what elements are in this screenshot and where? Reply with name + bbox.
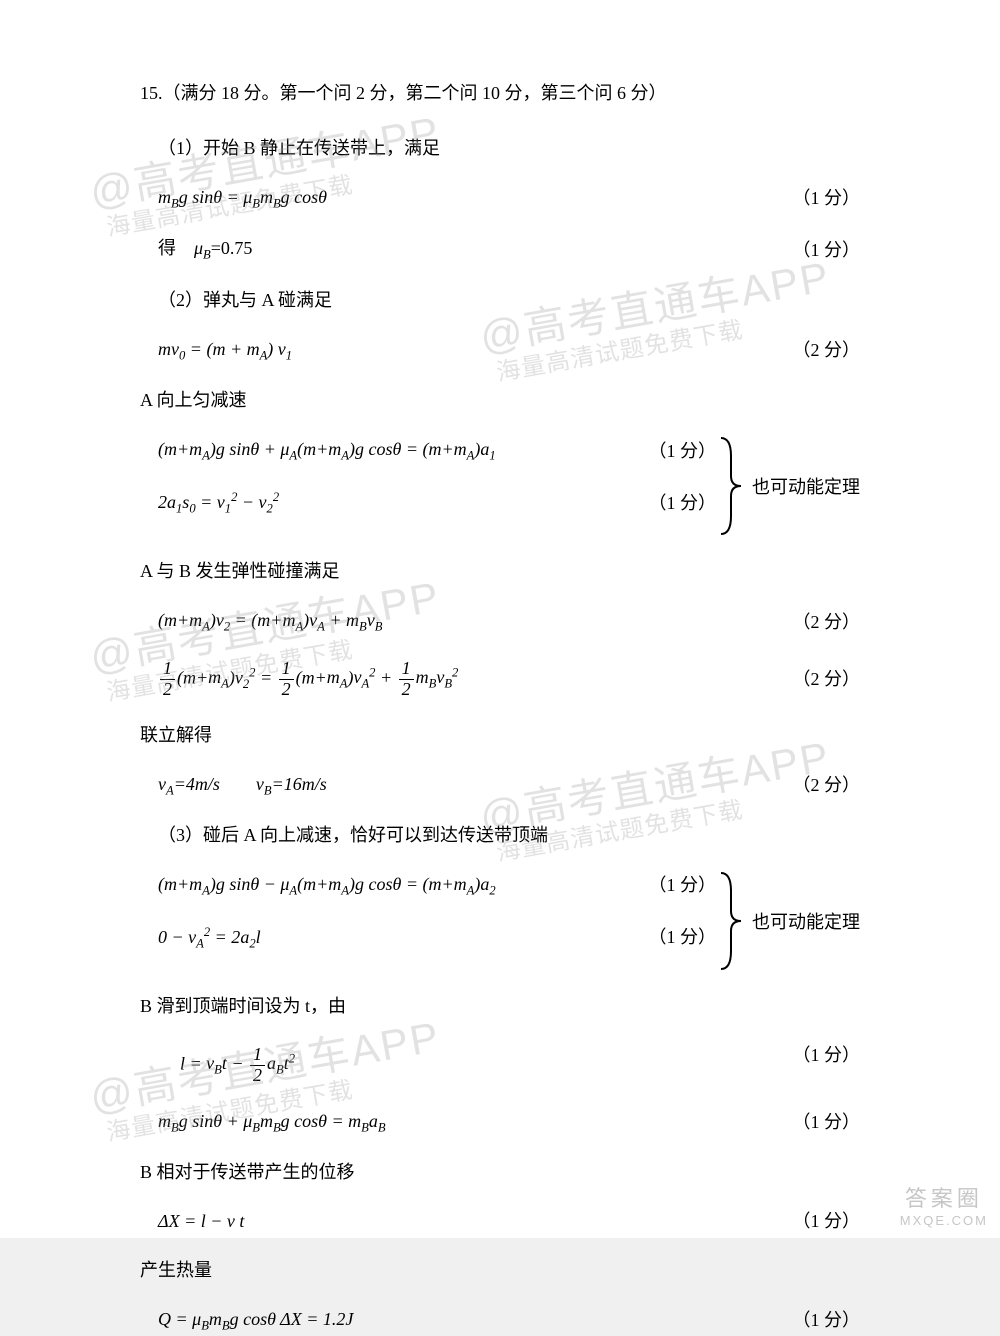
p2-text3: 联立解得 (140, 722, 860, 749)
p3-eq4: mBg sinθ + μBmBg cosθ = mBaB （1 分） (140, 1108, 860, 1137)
score: （1 分） (753, 237, 861, 264)
p3-eq5: ΔX = l − v t （1 分） (140, 1208, 860, 1235)
score: （2 分） (753, 772, 861, 799)
brace-group-2: (m+mA)g sinθ − μA(m+mA)g cosθ = (m+mA)a2… (140, 871, 860, 971)
score: （1 分） (609, 438, 717, 465)
p3-eq1: (m+mA)g sinθ − μA(m+mA)g cosθ = (m+mA)a2… (140, 871, 716, 900)
p3-text2: B 相对于传送带产生的位移 (140, 1159, 860, 1186)
brace-label: 也可动能定理 (746, 436, 860, 536)
score: （2 分） (753, 337, 861, 364)
score: （1 分） (753, 185, 861, 212)
p3-text1: B 滑到顶端时间设为 t，由 (140, 993, 860, 1020)
watermark: @高考直通车APP 海量高清试题免费下载 (86, 105, 449, 245)
p2-eq5: 12(m+mA)v22 = 12(m+mA)vA2 + 12mBvB2 （2 分… (140, 659, 860, 700)
score: （1 分） (753, 1208, 861, 1235)
p3-text3: 产生热量 (140, 1257, 860, 1284)
corner-cn: 答案圈 (900, 1181, 988, 1213)
watermark: @高考直通车APP 海量高清试题免费下载 (476, 250, 839, 390)
title-text: 15.（满分 18 分。第一个问 2 分，第二个问 10 分，第三个问 6 分） (140, 80, 667, 107)
brace-icon (716, 436, 746, 536)
p2-text2: A 与 B 发生弹性碰撞满足 (140, 558, 860, 585)
score: （1 分） (609, 924, 717, 951)
score: （1 分） (753, 1307, 861, 1334)
p2-eq2: (m+mA)g sinθ + μA(m+mA)g cosθ = (m+mA)a1… (140, 436, 716, 465)
p1-intro: （1）开始 B 静止在传送带上，满足 (140, 135, 860, 162)
corner-logo: 答案圈 MXQE.COM (900, 1181, 988, 1228)
p1-result: 得 μB=0.75 （1 分） (140, 235, 860, 264)
p2-result: vA=4m/s vB=16m/s （2 分） (140, 771, 860, 800)
score: （1 分） (753, 1109, 861, 1136)
p3-eq6: Q = μBmBg cosθ ΔX = 1.2J （1 分） (140, 1306, 860, 1335)
p2-eq4: (m+mA)v2 = (m+mA)vA + mBvB （2 分） (140, 607, 860, 636)
p2-eq3: 2a1s0 = v12 − v22 （1 分） (140, 488, 716, 518)
p3-eq2: 0 − vA2 = 2a2l （1 分） (140, 923, 716, 953)
score: （2 分） (753, 609, 861, 636)
corner-en: MXQE.COM (900, 1213, 988, 1228)
brace-label: 也可动能定理 (746, 871, 860, 971)
p2-eq1: mv0 = (m + mA) v1 （2 分） (140, 336, 860, 365)
p2-text1: A 向上匀减速 (140, 387, 860, 414)
score: （2 分） (753, 666, 861, 693)
score: （1 分） (753, 1042, 861, 1069)
score: （1 分） (609, 490, 717, 517)
score: （1 分） (609, 872, 717, 899)
p3-intro: （3）碰后 A 向上减速，恰好可以到达传送带顶端 (140, 822, 860, 849)
p1-eq1: mBg sinθ = μBmBg cosθ （1 分） (140, 184, 860, 213)
p2-intro: （2）弹丸与 A 碰满足 (140, 287, 860, 314)
question-title: 15.（满分 18 分。第一个问 2 分，第二个问 10 分，第三个问 6 分） (140, 80, 860, 107)
brace-icon (716, 871, 746, 971)
page: @高考直通车APP 海量高清试题免费下载 @高考直通车APP 海量高清试题免费下… (0, 0, 1000, 1238)
brace-group-1: (m+mA)g sinθ + μA(m+mA)g cosθ = (m+mA)a1… (140, 436, 860, 536)
